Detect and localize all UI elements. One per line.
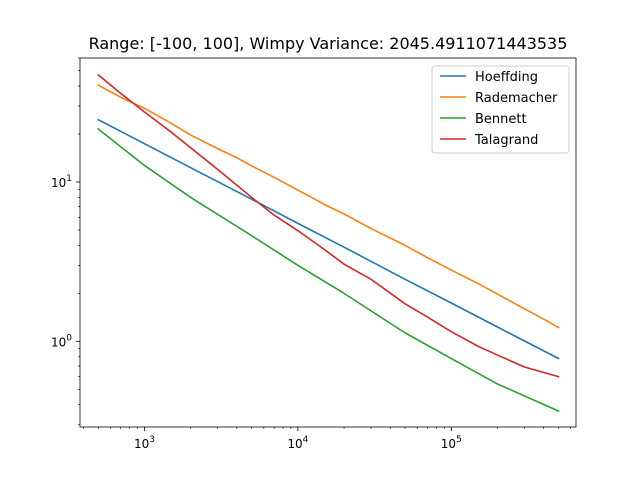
- legend-label-talagrand: Talagrand: [474, 133, 538, 148]
- legend: Hoeffding Rademacher Bennett Talagrand: [431, 65, 570, 154]
- series-line-rademacher: [97, 84, 560, 329]
- legend-box: [431, 65, 570, 154]
- legend-label-rademacher: Rademacher: [475, 91, 558, 106]
- series-line-talagrand: [97, 73, 560, 378]
- x-tick-label: 104: [287, 435, 308, 451]
- y-tick-label: 101: [51, 174, 72, 190]
- y-tick-label: 100: [51, 333, 72, 349]
- legend-label-hoeffding: Hoeffding: [475, 70, 538, 85]
- legend-items: Hoeffding Rademacher Bennett Talagrand: [440, 70, 558, 148]
- x-tick-label: 103: [134, 435, 155, 451]
- series-line-hoeffding: [97, 118, 560, 360]
- axes-frame: [79, 57, 577, 428]
- axis-ticks: 103 104 105 100 101: [51, 57, 571, 451]
- series-line-bennett: [97, 127, 560, 413]
- plot-area: [97, 73, 560, 413]
- x-tick-label: 105: [441, 435, 462, 451]
- legend-label-bennett: Bennett: [475, 112, 527, 127]
- chart-title: Range: [-100, 100], Wimpy Variance: 2045…: [89, 34, 568, 53]
